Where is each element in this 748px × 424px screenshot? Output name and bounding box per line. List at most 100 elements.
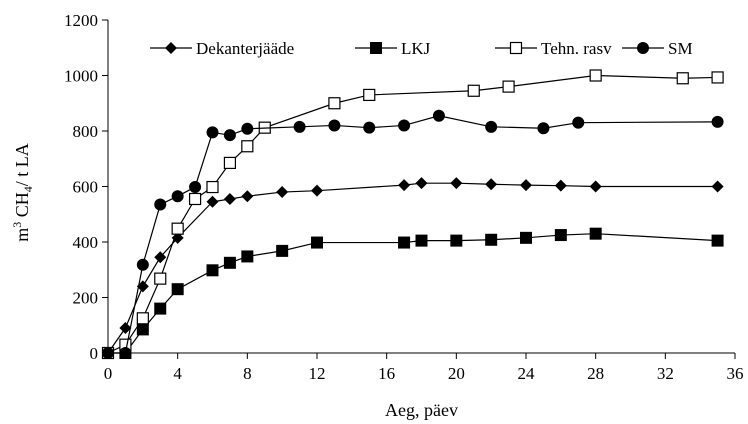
- data-point: [119, 347, 132, 359]
- data-point: [485, 178, 498, 191]
- series-line: [107, 74, 718, 354]
- x-tick-label: 8: [243, 364, 252, 383]
- x-tick-label: 28: [587, 364, 604, 383]
- data-point: [206, 180, 219, 194]
- data-point: [293, 120, 306, 133]
- data-point: [311, 184, 323, 197]
- legend-marker: [637, 42, 649, 54]
- legend-item-dekanterj-de: Dekanterjääde: [150, 39, 294, 58]
- data-point: [711, 180, 724, 193]
- data-point: [223, 256, 236, 269]
- data-point: [572, 116, 585, 129]
- data-point: [398, 236, 411, 249]
- data-point: [450, 234, 463, 247]
- data-point: [502, 80, 515, 93]
- data-point: [154, 198, 167, 211]
- data-point: [102, 347, 114, 359]
- series-sm: [102, 109, 724, 359]
- series-line: [108, 233, 718, 354]
- legend-label: SM: [668, 39, 693, 58]
- data-point: [276, 244, 289, 257]
- data-point: [154, 302, 167, 315]
- data-point: [485, 120, 498, 133]
- x-tick-label: 0: [104, 364, 113, 383]
- data-point: [537, 122, 550, 135]
- series-tehn-rasv: [101, 69, 724, 360]
- data-point: [398, 119, 411, 132]
- data-point: [328, 119, 341, 132]
- x-tick-label: 16: [378, 364, 395, 383]
- data-point: [415, 177, 428, 190]
- data-point: [467, 84, 480, 97]
- y-axis-label-sub: 4: [21, 186, 35, 192]
- data-point: [241, 140, 254, 153]
- data-point: [171, 283, 184, 296]
- legend-label: Dekanterjääde: [196, 39, 294, 58]
- y-axis-label-prefix: m: [12, 228, 32, 242]
- legend-label: LKJ: [401, 39, 431, 58]
- data-point: [171, 222, 184, 235]
- x-tick-label: 32: [657, 364, 674, 383]
- x-axis-label: Aeg, päev: [385, 400, 458, 420]
- data-point: [206, 195, 219, 208]
- x-tick-label: 24: [518, 364, 536, 383]
- data-point: [136, 323, 149, 336]
- data-point: [415, 234, 428, 247]
- y-tick-label: 800: [73, 122, 99, 141]
- data-point: [136, 312, 149, 325]
- legend-item-sm: SM: [622, 39, 693, 58]
- data-point: [520, 179, 532, 192]
- data-point: [223, 156, 237, 170]
- legend-item-lkj: LKJ: [355, 39, 431, 58]
- y-tick-label: 200: [73, 289, 99, 308]
- data-point: [485, 233, 498, 246]
- legend-item-tehn-rasv: Tehn. rasv: [495, 39, 612, 58]
- data-point: [136, 258, 149, 271]
- y-axis-label: m3 CH4/ t LA: [10, 143, 35, 242]
- legend-label: Tehn. rasv: [541, 39, 612, 58]
- x-tick-label: 36: [727, 364, 744, 383]
- y-axis-label-sup: 3: [10, 222, 24, 228]
- series-line: [108, 115, 718, 354]
- data-point: [241, 122, 254, 135]
- data-point: [154, 251, 167, 264]
- x-tick-label: 20: [448, 364, 465, 383]
- data-point: [241, 190, 254, 203]
- data-point: [432, 109, 445, 122]
- data-point: [119, 322, 132, 335]
- data-point: [554, 229, 567, 242]
- y-tick-label: 600: [73, 178, 99, 197]
- data-point: [520, 231, 532, 244]
- data-point: [241, 250, 254, 263]
- legend: Dekanterjääde LKJ Tehn. rasv SM: [150, 39, 693, 58]
- data-point: [223, 192, 236, 205]
- data-point: [136, 280, 149, 293]
- y-axis-label-suffix: / t LA: [12, 143, 32, 186]
- data-point: [589, 227, 602, 240]
- y-axis-label-mid: CH: [12, 192, 32, 222]
- x-tick-label: 4: [173, 364, 182, 383]
- data-point: [223, 129, 236, 142]
- series-line: [107, 182, 718, 354]
- data-point: [554, 179, 567, 192]
- data-point: [188, 192, 202, 206]
- y-tick-label: 0: [90, 344, 99, 363]
- data-point: [450, 177, 463, 190]
- x-tick-label: 12: [309, 364, 326, 383]
- data-point: [154, 272, 167, 285]
- legend-marker: [370, 42, 382, 54]
- data-point: [589, 180, 602, 193]
- data-point: [328, 97, 341, 110]
- data-point: [711, 234, 724, 247]
- data-point: [711, 115, 724, 128]
- legend-marker: [165, 42, 177, 54]
- y-tick-label: 1200: [64, 11, 98, 30]
- data-point: [589, 69, 602, 82]
- legend-marker: [509, 41, 523, 55]
- data-point: [311, 236, 323, 249]
- data-point: [171, 231, 184, 244]
- axes: 0 200 400 600 800 1000 1200 0 4 8 12 16 20 24 28 32 36: [64, 11, 744, 383]
- data-point: [711, 71, 724, 84]
- data-point: [206, 126, 219, 139]
